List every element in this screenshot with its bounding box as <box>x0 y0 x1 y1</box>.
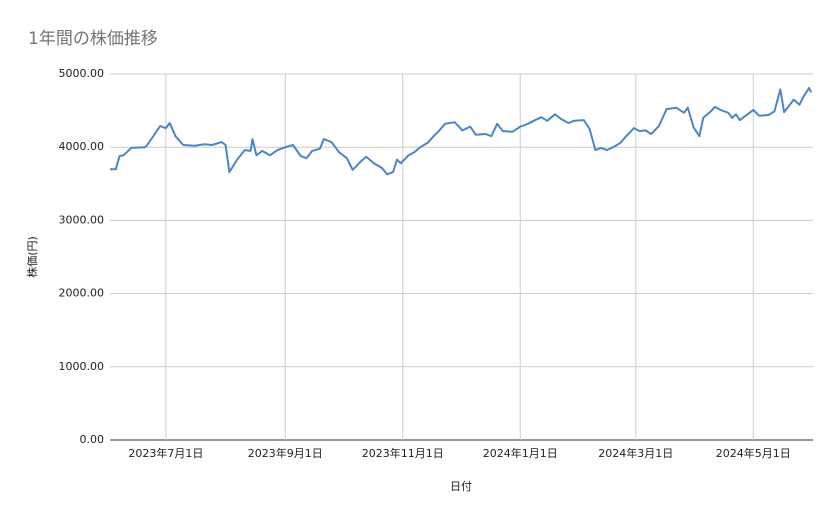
x-tick-label: 2023年11月1日 <box>362 446 444 460</box>
y-tick-label: 4000.00 <box>59 140 105 153</box>
x-tick-label: 2023年7月1日 <box>128 446 203 460</box>
y-tick-label: 2000.00 <box>59 287 105 300</box>
y-tick-label: 1000.00 <box>59 360 105 373</box>
x-tick-label: 2024年1月1日 <box>483 446 558 460</box>
y-tick-label: 0.00 <box>80 433 105 446</box>
x-tick-label: 2023年9月1日 <box>248 446 323 460</box>
y-tick-label: 5000.00 <box>59 67 105 80</box>
y-axis-label: 株価(円) <box>25 236 39 278</box>
x-tick-label: 2024年3月1日 <box>598 446 673 460</box>
chart-title: 1年間の株価推移 <box>28 29 158 49</box>
x-axis-label: 日付 <box>450 480 472 493</box>
data-line <box>110 86 813 176</box>
x-tick-label: 2024年5月1日 <box>716 446 791 460</box>
y-tick-label: 3000.00 <box>59 213 105 226</box>
